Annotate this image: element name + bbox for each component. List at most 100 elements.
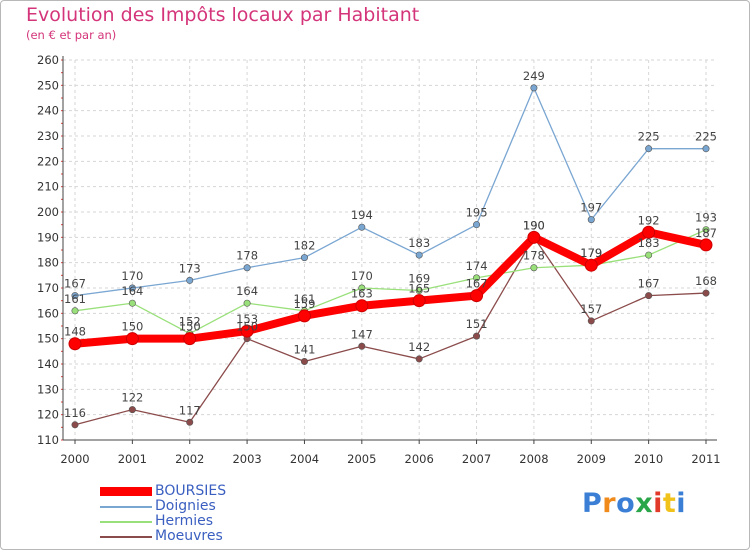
legend-label: Hermies	[155, 513, 214, 529]
data-label-doignies: 178	[236, 249, 258, 263]
y-tick-label: 250	[37, 78, 59, 92]
chart-subtitle: (en € et par an)	[26, 28, 117, 42]
data-point-doignies	[530, 84, 538, 92]
data-label-doignies: 197	[580, 201, 602, 215]
data-point-hermies	[415, 287, 423, 295]
legend-swatch	[100, 487, 152, 496]
x-tick-label: 2010	[634, 452, 663, 466]
series-layer	[68, 84, 713, 429]
y-tick-label: 260	[37, 53, 59, 67]
data-point-hermies	[702, 226, 710, 234]
y-tick-label: 190	[37, 230, 59, 244]
logo-letter: x	[635, 488, 654, 519]
y-tick-label: 210	[37, 180, 59, 194]
data-label-doignies: 195	[466, 206, 488, 220]
data-point-doignies	[473, 221, 481, 229]
logo-letter: i	[676, 488, 687, 519]
logo-letter: r	[602, 488, 617, 519]
data-label-moeuvres: 150	[236, 320, 258, 334]
logo-letter: o	[616, 488, 636, 519]
legend-label: Moeuvres	[155, 528, 223, 544]
y-tick-label: 170	[37, 281, 59, 295]
logo-letter: i	[653, 488, 663, 519]
data-point-boursies	[642, 225, 656, 239]
x-tick-label: 2000	[60, 452, 89, 466]
data-point-moeuvres	[587, 317, 595, 325]
data-label-hermies: 152	[179, 315, 201, 329]
legend-label: BOURSIES	[155, 483, 227, 499]
data-point-moeuvres	[186, 418, 194, 426]
y-tick-label: 130	[37, 382, 59, 396]
data-point-moeuvres	[473, 332, 481, 340]
data-point-boursies	[699, 238, 713, 252]
x-tick-label: 2005	[347, 452, 376, 466]
data-point-doignies	[186, 276, 194, 284]
data-label-boursies: 165	[408, 282, 430, 296]
data-point-moeuvres	[300, 357, 308, 365]
data-point-boursies	[470, 289, 484, 303]
data-label-hermies: 164	[121, 284, 143, 298]
data-point-moeuvres	[358, 342, 366, 350]
data-label-hermies: 170	[351, 269, 373, 283]
chart-title: Evolution des Impôts locaux par Habitant	[26, 4, 420, 26]
data-label-doignies: 194	[351, 208, 373, 222]
data-label-boursies: 153	[236, 312, 258, 326]
data-label-hermies: 179	[580, 246, 602, 260]
x-tick-label: 2006	[405, 452, 434, 466]
data-point-hermies	[71, 307, 79, 315]
y-tick-label: 240	[37, 104, 59, 118]
data-point-boursies	[297, 309, 311, 323]
data-label-doignies: 225	[695, 130, 717, 144]
data-label-hermies: 178	[523, 249, 545, 263]
x-tick-label: 2002	[175, 452, 204, 466]
legend-label: Doignies	[155, 498, 216, 514]
data-point-doignies	[71, 292, 79, 300]
data-label-hermies: 183	[638, 236, 660, 250]
x-tick-label: 2004	[290, 452, 319, 466]
x-tick-label: 2008	[519, 452, 548, 466]
data-label-boursies: 148	[64, 325, 86, 339]
data-label-moeuvres: 141	[293, 342, 315, 356]
data-label-boursies: 150	[179, 320, 201, 334]
data-label-moeuvres: 147	[351, 327, 373, 341]
data-label-hermies: 193	[695, 211, 717, 225]
data-point-hermies	[473, 274, 481, 282]
data-label-moeuvres: 157	[580, 302, 602, 316]
data-point-boursies	[412, 294, 426, 308]
data-label-doignies: 167	[64, 277, 86, 291]
data-label-doignies: 173	[179, 261, 201, 275]
data-label-moeuvres: 116	[64, 406, 86, 420]
legend-swatch	[100, 535, 152, 538]
logo-letter: t	[662, 488, 677, 519]
series-line-hermies	[74, 229, 707, 335]
series-line-moeuvres	[74, 236, 707, 426]
data-label-doignies: 170	[121, 269, 143, 283]
series-line-doignies	[74, 87, 707, 297]
data-point-doignies	[128, 284, 136, 292]
x-tick-label: 2001	[118, 452, 147, 466]
data-label-boursies: 163	[351, 287, 373, 301]
data-point-hermies	[128, 299, 136, 307]
y-tick-label: 180	[37, 256, 59, 270]
data-point-doignies	[587, 216, 595, 224]
data-point-hermies	[243, 299, 251, 307]
x-tick-label: 2007	[462, 452, 491, 466]
y-tick-label: 120	[37, 408, 59, 422]
data-point-doignies	[645, 145, 653, 153]
data-point-moeuvres	[415, 355, 423, 363]
data-point-boursies	[527, 230, 541, 244]
legend-swatch	[100, 520, 152, 523]
series-line-boursies	[71, 228, 710, 348]
x-tick-label: 2003	[232, 452, 261, 466]
data-label-doignies: 225	[638, 130, 660, 144]
legend-swatch	[100, 505, 152, 508]
y-tick-label: 230	[37, 129, 59, 143]
data-label-moeuvres: 151	[466, 317, 488, 331]
data-label-boursies: 167	[466, 277, 488, 291]
data-label-boursies: 192	[638, 213, 660, 227]
data-point-boursies	[183, 332, 197, 346]
data-point-moeuvres	[71, 421, 79, 429]
data-point-doignies	[358, 223, 366, 231]
data-label-moeuvres: 168	[695, 274, 717, 288]
